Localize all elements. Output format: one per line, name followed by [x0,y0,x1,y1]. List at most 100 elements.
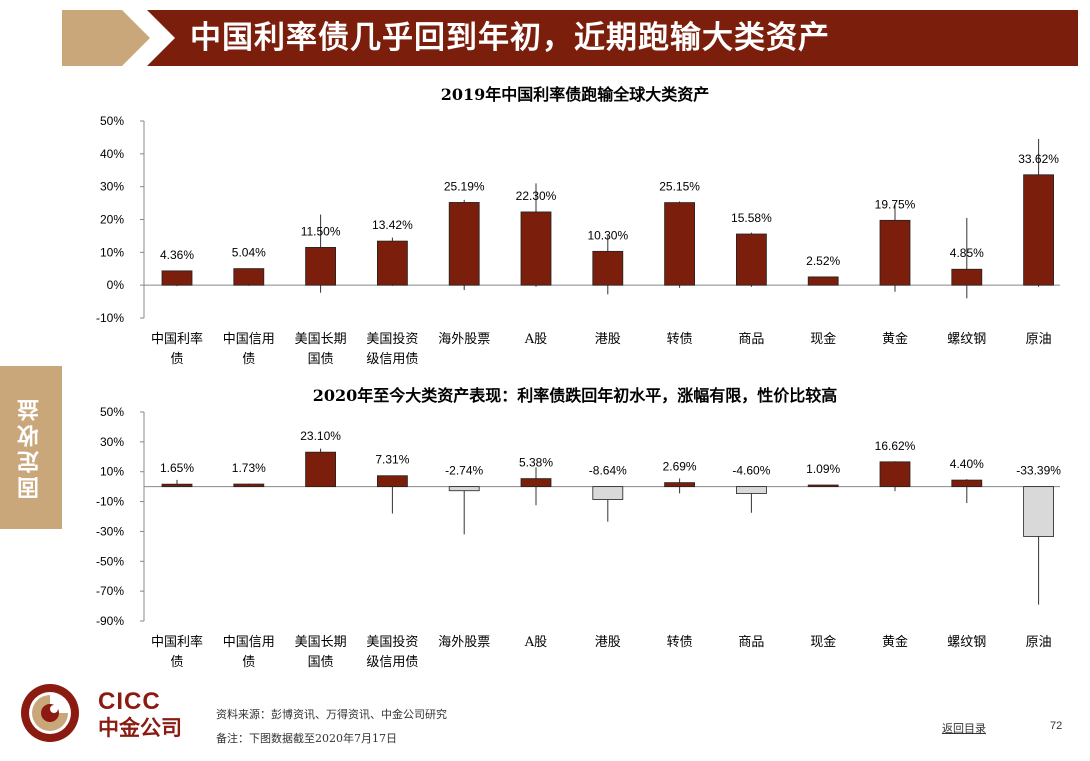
data-label: 25.15% [659,180,700,194]
title-chevron-decoration [62,10,150,66]
source-note: 资料来源：彭博资讯、万得资讯、中金公司研究 [216,708,447,721]
bar [305,451,337,488]
bar [305,247,337,286]
bar [520,478,552,488]
bar [951,268,983,286]
y-tick-label: -50% [96,554,124,568]
data-label: 4.85% [950,246,984,260]
y-tick-label: -30% [96,524,124,538]
bar [448,486,480,492]
bar [807,484,839,488]
y-tick-label: 20% [100,213,124,227]
y-tick-label: 50% [100,405,124,419]
data-label: 1.73% [232,461,266,475]
bar [951,479,983,488]
bar [1023,174,1054,286]
bar [233,268,265,286]
y-tick-label: -70% [96,584,124,598]
bar [879,219,911,286]
title-bar [147,10,1078,66]
bar [736,486,767,494]
data-label: 7.31% [375,453,409,467]
bar [448,202,480,286]
category-label: 海外股票 [438,332,490,347]
bar [736,233,767,286]
y-tick-label: 30% [100,435,124,449]
logo-text-cn: 中金公司 [98,716,182,740]
page-title: 中国利率债几乎回到年初，近期跑输大类资产 [190,20,830,56]
y-tick-label: 40% [100,147,124,161]
category-label: A股 [524,332,547,347]
category-label: 债 [242,655,255,670]
category-label: 中国信用 [223,332,275,347]
category-label: 港股 [595,332,621,347]
category-label: 中国利率 [151,634,203,650]
category-label: 现金 [810,634,836,650]
data-label: -4.60% [732,464,770,478]
category-label: 原油 [1026,635,1052,650]
bar [879,461,911,488]
category-label: 中国信用 [223,635,275,650]
category-label: 商品 [738,332,764,347]
category-label: 美国投资 [366,331,418,347]
bar [592,250,624,286]
category-label: 转债 [667,635,693,650]
category-label: 级信用债 [366,655,418,670]
category-label: 海外股票 [438,635,490,650]
bar [233,483,265,488]
data-label: 25.19% [444,179,485,193]
bar [161,270,193,286]
category-label: 债 [242,352,255,367]
data-label: 22.30% [516,189,557,203]
y-tick-label: -10% [96,495,124,509]
category-label: 美国投资 [366,634,418,650]
side-section-tab [0,366,62,529]
data-label: 33.62% [1018,152,1059,166]
back-to-contents-link[interactable]: 返回目录 [942,722,986,735]
category-label: 港股 [595,635,621,650]
data-label: -33.39% [1016,464,1061,478]
bar [664,202,695,286]
bar [1023,486,1054,537]
data-label: -2.74% [445,464,483,478]
data-label: 13.42% [372,218,413,232]
data-label: 15.58% [731,211,772,225]
category-label: 黄金 [882,331,908,347]
data-label: 2.69% [663,460,697,474]
bar [161,483,193,488]
cicc-logo-icon [21,684,79,742]
y-tick-label: 0% [107,278,125,292]
data-label: 19.75% [875,197,916,211]
y-tick-label: 10% [100,245,124,259]
bar [664,482,695,488]
category-label: 国债 [308,352,334,367]
y-tick-label: -90% [96,614,124,628]
category-label: 债 [170,352,183,367]
data-label: 5.04% [232,246,266,260]
data-label: 1.09% [806,462,840,476]
category-label: 级信用债 [366,352,418,367]
logo-text-en: CICC [98,688,161,715]
y-tick-label: -10% [96,311,124,325]
bar [592,486,624,500]
bar [376,475,408,488]
data-label: 4.36% [160,248,194,262]
chart-title-2: 2020年至今大类资产表现：利率债跌回年初水平，涨幅有限，性价比较高 [313,386,838,405]
data-label: 4.40% [950,457,984,471]
category-label: 债 [170,655,183,670]
data-label: 23.10% [300,429,341,443]
category-label: 美国长期 [295,332,347,347]
bar [807,276,839,286]
bar [520,211,552,286]
chart-title-1: 2019年中国利率债跑输全球大类资产 [441,85,710,104]
y-tick-label: 30% [100,180,124,194]
category-label: 螺纹钢 [947,332,986,347]
data-note: 备注：下图数据截至2020年7月17日 [216,732,397,745]
category-label: A股 [524,635,547,650]
data-label: 16.62% [875,439,916,453]
data-label: 11.50% [301,224,341,238]
category-label: 中国利率 [151,331,203,347]
category-label: 螺纹钢 [947,635,986,650]
category-label: 现金 [810,331,836,347]
